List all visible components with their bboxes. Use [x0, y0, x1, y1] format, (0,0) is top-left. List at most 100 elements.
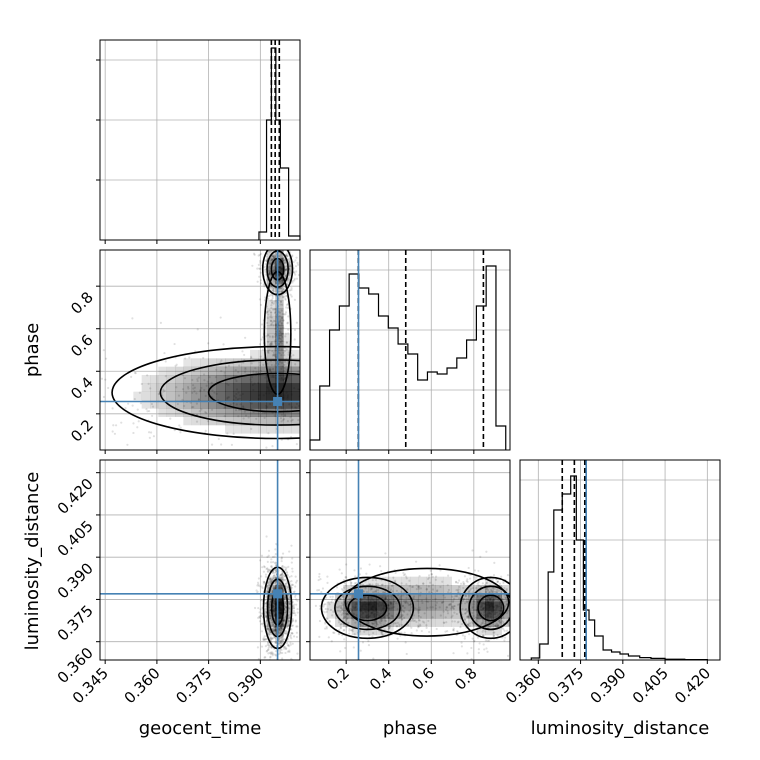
sample-point	[306, 390, 308, 392]
sample-point	[265, 614, 268, 617]
density-cell	[241, 366, 251, 376]
density-cell	[208, 416, 217, 426]
sample-point	[273, 607, 276, 610]
sample-point	[280, 666, 282, 668]
density-cell	[266, 325, 276, 334]
sample-point	[400, 615, 403, 618]
sample-point	[380, 631, 383, 635]
density-cell	[343, 610, 352, 619]
sample-point	[291, 570, 294, 573]
sample-point	[503, 629, 506, 632]
sample-point	[220, 359, 223, 362]
sample-point	[259, 279, 263, 282]
density-cell	[410, 576, 419, 586]
density-cell	[275, 425, 284, 434]
sample-point	[258, 611, 261, 614]
sample-point	[503, 639, 506, 642]
sample-point	[286, 254, 289, 258]
sample-point	[460, 582, 463, 585]
sample-point	[280, 582, 283, 586]
sample-point	[512, 607, 514, 609]
sample-point	[285, 632, 288, 635]
sample-point	[284, 268, 287, 271]
sample-point	[266, 247, 268, 249]
sample-point	[208, 376, 211, 379]
sample-point	[285, 306, 288, 309]
sample-point	[470, 646, 473, 650]
sample-point	[344, 619, 347, 622]
sample-point	[346, 600, 349, 603]
sample-point	[382, 591, 385, 594]
sample-point	[197, 398, 200, 401]
sample-point	[331, 598, 334, 601]
panel-geocent_time-vs-luminosity_distance: 0.345 0.360 0.375 0.3900.3600.3750.3900.405…	[54, 459, 301, 707]
sample-point	[273, 608, 276, 612]
sample-point	[272, 602, 276, 605]
sample-point	[500, 590, 503, 593]
sample-point	[452, 628, 455, 632]
sample-point	[450, 607, 453, 610]
sample-point	[283, 414, 287, 417]
panel-background	[100, 460, 300, 660]
sample-point	[271, 255, 274, 258]
sample-point	[285, 630, 288, 633]
density-cell	[258, 400, 267, 409]
sample-point	[266, 568, 270, 571]
sample-point	[283, 614, 286, 617]
x-tick-label: 0.360	[502, 664, 545, 707]
sample-point	[264, 296, 267, 299]
sample-point	[337, 628, 341, 632]
density-cell	[183, 400, 192, 409]
sample-point	[271, 555, 275, 559]
sample-point	[287, 306, 290, 310]
sample-point	[505, 588, 508, 591]
sample-point	[375, 623, 379, 626]
sample-point	[257, 616, 260, 619]
sample-point	[441, 580, 444, 583]
sample-point	[278, 644, 282, 647]
sample-point	[269, 259, 272, 262]
sample-point	[273, 641, 276, 644]
sample-point	[269, 581, 272, 584]
sample-point	[267, 333, 270, 337]
sample-point	[361, 641, 365, 644]
sample-point	[273, 354, 276, 357]
density-cell	[225, 425, 234, 434]
sample-point	[482, 620, 485, 623]
sample-point	[451, 605, 454, 608]
sample-point	[279, 629, 282, 632]
sample-point	[244, 370, 247, 373]
sample-point	[278, 641, 282, 645]
sample-point	[283, 349, 286, 353]
sample-point	[284, 268, 288, 271]
sample-point	[293, 612, 296, 615]
sample-point	[294, 595, 297, 598]
sample-point	[181, 388, 185, 391]
sample-point	[297, 370, 300, 373]
sample-point	[293, 298, 296, 301]
sample-point	[269, 311, 273, 314]
sample-point	[277, 628, 281, 631]
sample-point	[257, 606, 260, 610]
sample-point	[273, 283, 277, 287]
sample-point	[434, 597, 437, 600]
sample-point	[292, 611, 295, 615]
sample-point	[371, 583, 374, 586]
sample-point	[272, 652, 275, 655]
sample-point	[341, 603, 345, 606]
sample-point	[259, 355, 262, 358]
sample-point	[431, 583, 435, 587]
sample-point	[335, 606, 338, 609]
sample-point	[347, 613, 350, 616]
sample-point	[272, 605, 275, 608]
sample-point	[215, 368, 218, 371]
density-cell	[250, 391, 259, 401]
sample-point	[473, 576, 476, 579]
contour-line	[344, 567, 510, 637]
density-cell	[175, 391, 184, 401]
sample-point	[513, 600, 515, 602]
density-cell	[200, 408, 209, 417]
sample-point	[195, 420, 199, 423]
sample-point	[120, 421, 123, 424]
sample-point	[270, 250, 273, 253]
